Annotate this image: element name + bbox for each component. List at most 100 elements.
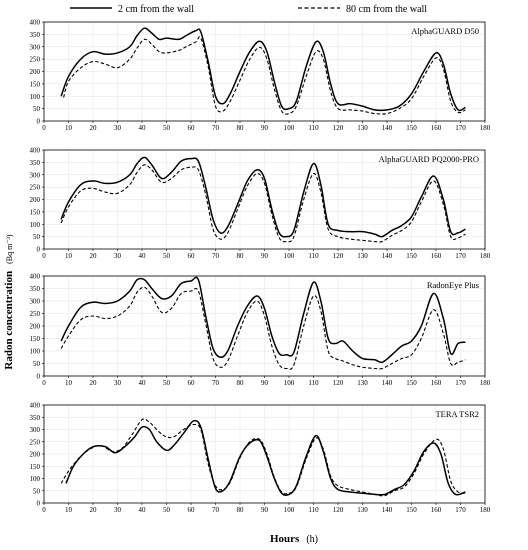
x-tick-label: 40 (139, 252, 147, 260)
x-tick-label: 130 (357, 506, 368, 514)
y-axis-label-unit: (Bq m⁻³) (5, 234, 14, 264)
y-tick-label: 0 (37, 373, 41, 381)
x-tick-label: 150 (406, 124, 417, 132)
x-tick-label: 70 (212, 379, 220, 387)
panel-0: 0 50 100 150 200 250 300 350 400 0 10 20 30 40 50 60 70 8… (30, 19, 491, 133)
y-tick-label: 400 (30, 19, 41, 27)
x-tick-label: 140 (382, 124, 393, 132)
y-tick-label: 250 (30, 310, 41, 318)
series-line-2cm (60, 156, 466, 238)
x-tick-label: 30 (114, 124, 122, 132)
x-tick-label: 100 (284, 379, 295, 387)
x-tick-label: 110 (308, 252, 319, 260)
y-tick-label: 50 (33, 105, 41, 113)
panel-1: 0 50 100 150 200 250 300 350 400 0 10 20 30 40 50 60 70 8… (30, 147, 491, 261)
x-tick-label: 120 (333, 252, 344, 260)
y-tick-label: 200 (30, 451, 41, 459)
x-tick-label: 80 (237, 124, 245, 132)
y-axis-label: Radon concentration (Bq m⁻³) (0, 234, 16, 370)
series-line-2cm (65, 419, 466, 497)
x-tick-label: 10 (65, 506, 73, 514)
x-tick-label: 70 (212, 506, 220, 514)
x-tick-label: 160 (431, 252, 442, 260)
x-tick-label: 30 (114, 506, 122, 514)
y-tick-label: 300 (30, 426, 41, 434)
y-tick-label: 400 (30, 273, 41, 281)
x-tick-label: 0 (42, 506, 46, 514)
y-tick-label: 100 (30, 221, 41, 229)
y-tick-label: 50 (33, 233, 41, 241)
x-axis-label-unit: (h) (306, 534, 318, 545)
x-tick-label: 170 (455, 506, 466, 514)
x-tick-label: 100 (284, 252, 295, 260)
x-tick-label: 80 (237, 252, 245, 260)
x-tick-label: 10 (65, 252, 73, 260)
legend: 2 cm from the wall 80 cm from the wall (70, 4, 427, 15)
y-tick-label: 400 (30, 147, 41, 155)
x-tick-label: 150 (406, 506, 417, 514)
x-tick-label: 20 (90, 252, 98, 260)
x-tick-label: 40 (139, 506, 147, 514)
series-line-80cm (60, 164, 466, 243)
x-tick-label: 60 (188, 252, 196, 260)
x-tick-label: 180 (480, 506, 491, 514)
y-tick-label: 300 (30, 171, 41, 179)
x-tick-label: 80 (237, 506, 245, 514)
x-tick-label: 160 (431, 124, 442, 132)
y-tick-label: 100 (30, 93, 41, 101)
x-tick-label: 20 (90, 379, 98, 387)
y-tick-label: 0 (37, 118, 41, 126)
x-tick-label: 90 (261, 379, 269, 387)
x-tick-label: 80 (237, 379, 245, 387)
series-line-2cm (60, 27, 466, 112)
y-tick-label: 300 (30, 298, 41, 306)
y-tick-label: 350 (30, 159, 41, 167)
x-tick-label: 140 (382, 506, 393, 514)
x-tick-label: 180 (480, 379, 491, 387)
y-tick-label: 200 (30, 68, 41, 76)
x-tick-label: 120 (333, 124, 344, 132)
x-tick-label: 40 (139, 124, 147, 132)
x-axis-label-main: Hours (270, 533, 300, 545)
x-tick-label: 150 (406, 252, 417, 260)
y-tick-label: 400 (30, 402, 41, 410)
x-tick-label: 120 (333, 379, 344, 387)
y-tick-label: 300 (30, 43, 41, 51)
x-tick-label: 10 (65, 379, 73, 387)
series-line-80cm (60, 286, 466, 370)
x-tick-label: 110 (308, 506, 319, 514)
y-tick-label: 250 (30, 56, 41, 64)
panel-2: 0 50 100 150 200 250 300 350 400 0 10 20 30 40 50 60 70 8… (30, 273, 491, 388)
x-tick-label: 40 (139, 379, 147, 387)
y-tick-label: 50 (33, 360, 41, 368)
y-tick-label: 150 (30, 208, 41, 216)
x-tick-label: 70 (212, 124, 220, 132)
x-tick-label: 90 (261, 252, 269, 260)
x-tick-label: 20 (90, 124, 98, 132)
panel-title: AlphaGUARD PQ2000-PRO (379, 154, 479, 164)
x-axis-label: Hours (h) (270, 529, 318, 546)
x-tick-label: 50 (163, 124, 171, 132)
y-tick-label: 150 (30, 80, 41, 88)
x-tick-label: 130 (357, 124, 368, 132)
x-tick-label: 90 (261, 124, 269, 132)
x-tick-label: 120 (333, 506, 344, 514)
x-tick-label: 50 (163, 379, 171, 387)
x-tick-label: 90 (261, 506, 269, 514)
x-tick-label: 130 (357, 379, 368, 387)
x-tick-label: 0 (42, 252, 46, 260)
legend-dashed-label: 80 cm from the wall (346, 4, 427, 15)
x-tick-label: 10 (65, 124, 73, 132)
panel-title: TERA TSR2 (435, 409, 479, 419)
x-tick-label: 60 (188, 124, 196, 132)
y-tick-label: 100 (30, 348, 41, 356)
series-line-80cm (63, 36, 466, 115)
y-tick-label: 350 (30, 31, 41, 39)
y-tick-label: 350 (30, 414, 41, 422)
panel-3: 0 50 100 150 200 250 300 350 400 0 10 20 30 40 50 60 70 8… (30, 402, 491, 515)
y-tick-label: 50 (33, 487, 41, 495)
x-tick-label: 110 (308, 124, 319, 132)
panel-title: AlphaGUARD D50 (411, 26, 479, 36)
x-tick-label: 170 (455, 124, 466, 132)
